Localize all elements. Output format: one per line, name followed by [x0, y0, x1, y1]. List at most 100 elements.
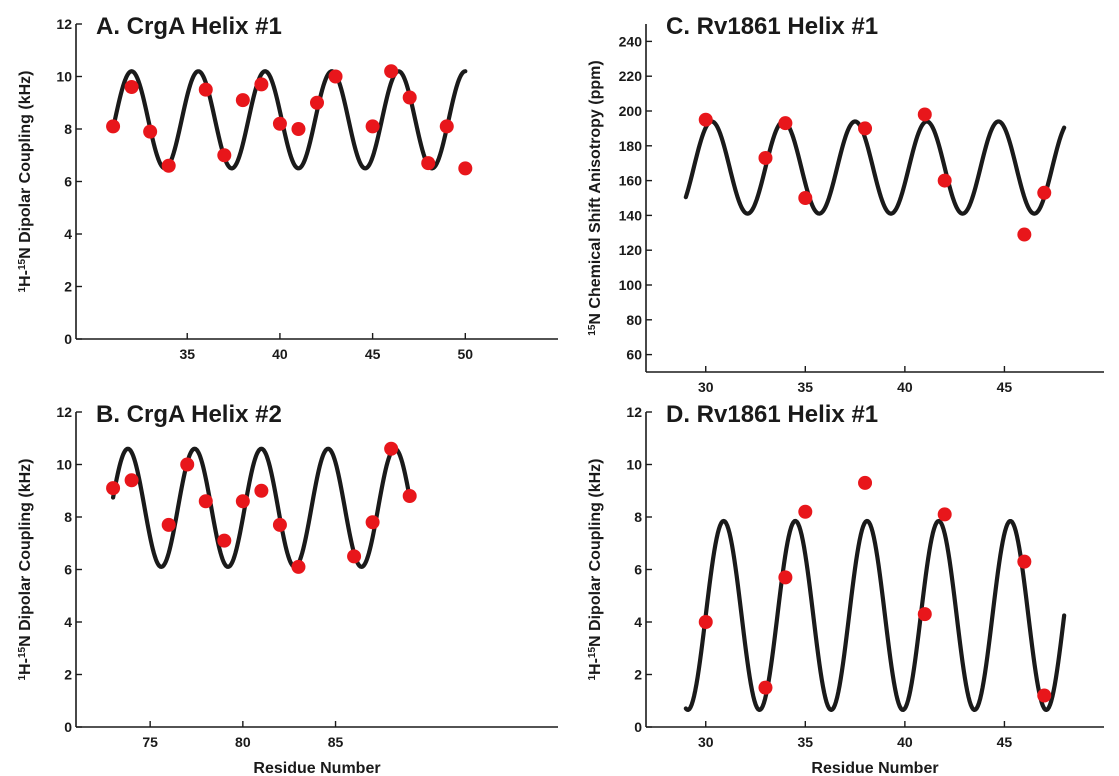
data-point — [858, 475, 873, 490]
data-point — [858, 121, 873, 136]
panel-title: A. CrgA Helix #1 — [96, 13, 282, 40]
data-point — [272, 517, 287, 532]
data-point — [106, 119, 121, 134]
y-tick-label: 0 — [64, 719, 72, 735]
y-axis-label-text: N Dipolar Coupling (kHz) — [587, 458, 604, 646]
data-point — [421, 156, 436, 171]
data-point — [1017, 554, 1032, 569]
y-tick-label: 200 — [619, 103, 643, 119]
data-point — [1037, 688, 1052, 703]
data-point — [124, 473, 139, 488]
y-tick-label: 80 — [626, 312, 642, 328]
x-axis-label: Residue Number — [811, 760, 938, 776]
y-tick-label: 220 — [619, 68, 643, 84]
data-point — [798, 504, 813, 519]
y-axis-label-superscript: 1 — [17, 675, 28, 681]
data-point — [439, 119, 454, 134]
y-tick-label: 160 — [619, 173, 643, 189]
x-tick-label: 40 — [897, 379, 913, 395]
panel-title: B. CrgA Helix #2 — [96, 401, 282, 428]
fit-wave-line — [683, 119, 1067, 216]
x-tick-label: 35 — [798, 379, 814, 395]
data-point — [235, 93, 250, 108]
y-axis-label-superscript: 1 — [17, 287, 28, 293]
y-tick-label: 4 — [634, 614, 642, 630]
data-point — [310, 95, 324, 110]
y-axis-label-text: H- — [587, 658, 604, 675]
data-point — [272, 116, 287, 131]
data-point — [798, 191, 813, 205]
data-point — [384, 64, 399, 79]
x-tick-label: 45 — [365, 346, 381, 362]
y-tick-label: 240 — [619, 33, 643, 49]
y-axis-label-text: N Dipolar Coupling (kHz) — [17, 458, 34, 646]
y-tick-label: 0 — [64, 331, 72, 347]
y-axis-label: 1H-15N Dipolar Coupling (kHz) — [587, 458, 605, 680]
x-tick-label: 40 — [897, 734, 913, 750]
y-axis-label: 1H-15N Dipolar Coupling (kHz) — [17, 458, 35, 680]
y-axis-label: 1H-15N Dipolar Coupling (kHz) — [17, 70, 35, 292]
y-axis-label-superscript: 15 — [17, 258, 28, 270]
y-tick-label: 2 — [64, 667, 72, 683]
data-point — [198, 494, 213, 509]
data-point — [937, 507, 952, 522]
data-point — [402, 90, 417, 105]
data-point — [161, 517, 176, 532]
chart-panel-3: 0 2 4 6 8 10 12 30 35 40 45 D. Rv1861 Helix #1 1H-15… — [587, 401, 1104, 776]
data-point — [291, 559, 306, 574]
data-point — [365, 119, 380, 134]
y-axis-label-text: N Chemical Shift Anisotropy (ppm) — [587, 60, 604, 324]
y-tick-label: 120 — [619, 242, 643, 258]
data-point — [402, 489, 417, 503]
y-tick-label: 4 — [64, 226, 72, 242]
data-point — [347, 549, 362, 564]
y-axis-label-superscript: 15 — [17, 646, 28, 658]
data-point — [254, 483, 269, 498]
fit-wave-line — [110, 69, 468, 171]
y-tick-label: 8 — [634, 509, 642, 525]
data-point — [291, 122, 306, 136]
x-tick-label: 45 — [997, 734, 1013, 750]
y-tick-label: 140 — [619, 207, 643, 223]
data-point — [217, 533, 232, 548]
y-tick-label: 12 — [56, 404, 72, 420]
x-tick-label: 45 — [997, 379, 1013, 395]
y-tick-label: 8 — [64, 509, 72, 525]
data-point — [365, 515, 380, 530]
y-tick-label: 12 — [56, 16, 72, 32]
data-point — [1017, 227, 1032, 242]
y-tick-label: 8 — [64, 121, 72, 137]
data-point — [778, 116, 793, 131]
y-tick-label: 6 — [64, 562, 72, 578]
x-axis-label: Residue Number — [253, 760, 380, 776]
y-tick-label: 2 — [634, 667, 642, 683]
x-tick-label: 75 — [142, 734, 158, 750]
x-tick-label: 30 — [698, 379, 714, 395]
fit-wave-line — [110, 446, 412, 569]
y-tick-label: 6 — [634, 562, 642, 578]
data-point — [143, 124, 158, 139]
y-tick-label: 6 — [64, 174, 72, 190]
data-point — [217, 148, 232, 163]
y-tick-label: 10 — [56, 69, 72, 85]
data-point — [937, 173, 952, 188]
y-axis-label-superscript: 15 — [587, 646, 598, 658]
y-tick-label: 60 — [626, 347, 642, 363]
y-tick-label: 4 — [64, 614, 72, 630]
y-tick-label: 0 — [634, 719, 642, 735]
y-axis-label-superscript: 1 — [587, 675, 598, 681]
y-tick-label: 100 — [619, 277, 643, 293]
y-axis-label-text: H- — [17, 658, 34, 675]
chart-panel-2: 60 80 100 120 140 160 180 200 220 240 30 35 40 45 C. R… — [587, 13, 1104, 395]
data-point — [778, 570, 793, 585]
data-point — [458, 161, 473, 176]
data-point — [161, 158, 176, 173]
data-point — [1037, 185, 1052, 200]
y-tick-label: 2 — [64, 279, 72, 295]
x-tick-label: 50 — [458, 346, 474, 362]
y-tick-label: 12 — [626, 404, 642, 420]
y-axis-label-text: N Dipolar Coupling (kHz) — [17, 70, 34, 258]
y-tick-label: 10 — [56, 457, 72, 473]
data-point — [698, 615, 713, 629]
x-tick-label: 80 — [235, 734, 251, 750]
